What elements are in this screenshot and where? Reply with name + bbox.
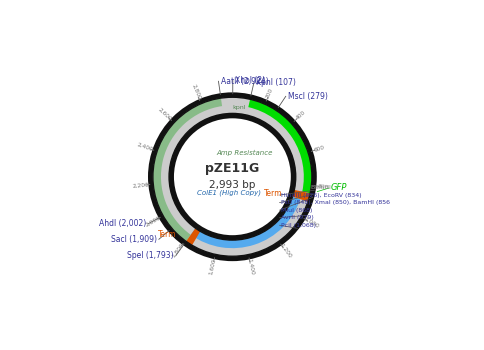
Text: 200: 200 (265, 87, 274, 99)
Text: 2,200: 2,200 (132, 182, 150, 189)
Text: 1,200: 1,200 (278, 243, 292, 259)
Text: pZE11G: pZE11G (205, 162, 259, 175)
Text: GFP: GFP (330, 183, 346, 192)
Text: AhdI (2,002): AhdI (2,002) (99, 219, 146, 228)
Wedge shape (169, 113, 295, 240)
Wedge shape (186, 228, 200, 245)
Text: 2,993 bp: 2,993 bp (209, 180, 255, 190)
Text: 2,800: 2,800 (190, 84, 201, 101)
Wedge shape (152, 97, 311, 256)
Text: MscI (279): MscI (279) (287, 92, 327, 101)
Wedge shape (152, 98, 222, 242)
Text: 2,600: 2,600 (157, 107, 173, 122)
Text: kpnI: kpnI (232, 105, 246, 110)
Wedge shape (248, 99, 311, 193)
Text: HindIII (826), EcoRV (834): HindIII (826), EcoRV (834) (280, 193, 361, 198)
Text: SacI (1,909): SacI (1,909) (110, 235, 156, 244)
Text: 800: 800 (317, 184, 329, 190)
Text: 2,400: 2,400 (136, 142, 154, 153)
Text: 2,000: 2,000 (144, 216, 161, 228)
Text: 1,800: 1,800 (170, 242, 184, 259)
Text: 1,400: 1,400 (246, 258, 255, 275)
Text: BamHI: BamHI (310, 185, 331, 190)
Text: KpnI (107): KpnI (107) (256, 78, 295, 87)
Wedge shape (149, 94, 315, 260)
Text: AvrII (979): AvrII (979) (280, 215, 313, 220)
Text: 1,000: 1,000 (302, 217, 319, 229)
Wedge shape (190, 197, 300, 248)
Text: PstI (848), XmaI (850), BamHI (856: PstI (848), XmaI (850), BamHI (856 (280, 200, 389, 205)
Text: 400: 400 (294, 110, 306, 121)
Text: 600: 600 (313, 145, 325, 153)
Wedge shape (292, 190, 310, 202)
Text: XhoI (2): XhoI (2) (234, 76, 265, 85)
Text: PciI (1,068): PciI (1,068) (280, 223, 315, 228)
Text: Term: Term (158, 230, 176, 239)
Text: SpeI (1,793): SpeI (1,793) (127, 251, 174, 260)
Text: Amp Resistance: Amp Resistance (216, 149, 272, 155)
Text: AatII (2,924): AatII (2,924) (220, 77, 268, 86)
Text: ColE1 (High Copy): ColE1 (High Copy) (197, 190, 261, 196)
Text: MluI (868): MluI (868) (280, 208, 312, 213)
Text: 1,600: 1,600 (208, 258, 216, 275)
Text: Term: Term (263, 189, 282, 198)
